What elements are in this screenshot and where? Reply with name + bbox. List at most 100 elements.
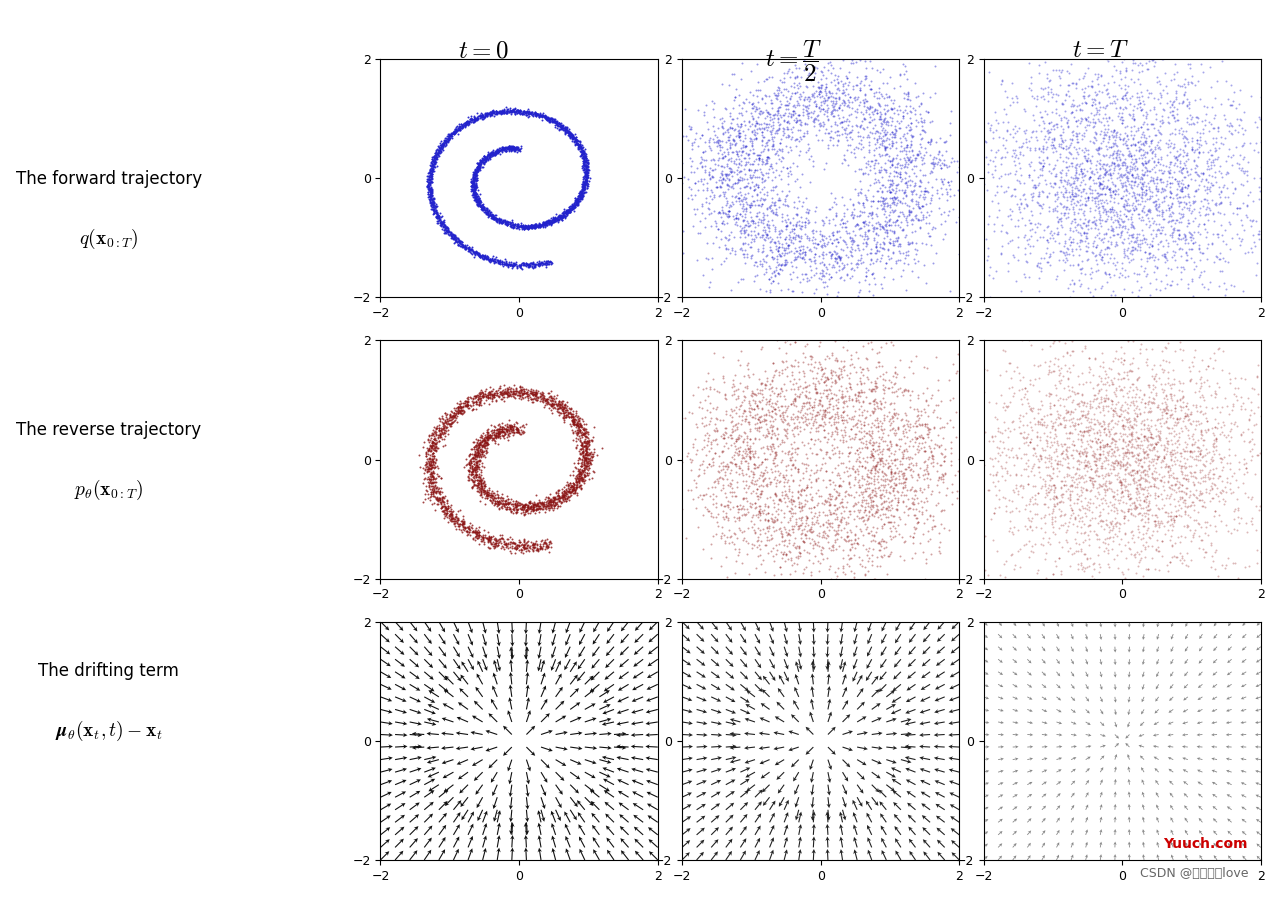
Point [996, 123, 1016, 137]
Point [518, 499, 539, 513]
Point [1219, 167, 1239, 181]
Point [873, 441, 893, 456]
Point [1249, 500, 1270, 514]
Point [538, 214, 558, 228]
Point [1050, 333, 1070, 348]
Point [576, 168, 596, 183]
Point [1129, 175, 1149, 189]
Point [531, 109, 552, 124]
Point [1096, 439, 1116, 453]
Point [1219, 255, 1239, 269]
Point [1183, 359, 1203, 374]
Point [910, 460, 931, 475]
Point [504, 387, 525, 401]
Point [1106, 408, 1126, 422]
Point [573, 149, 594, 164]
Point [535, 398, 556, 412]
Point [879, 236, 900, 250]
Point [1016, 197, 1037, 211]
Point [878, 235, 899, 249]
Point [865, 444, 886, 459]
Point [769, 240, 790, 255]
Point [735, 236, 755, 250]
Point [575, 177, 595, 191]
Point [745, 216, 765, 230]
Point [539, 215, 559, 229]
Point [741, 136, 762, 150]
Point [499, 423, 520, 438]
Point [1123, 450, 1143, 464]
Point [745, 268, 765, 283]
Point [808, 133, 828, 147]
Point [1024, 618, 1044, 632]
Point [544, 397, 564, 411]
Point [788, 511, 809, 525]
Point [695, 144, 716, 158]
Point [421, 156, 442, 170]
Point [850, 253, 870, 268]
Point [1044, 480, 1065, 494]
Point [847, 259, 868, 274]
Point [1183, 194, 1203, 208]
Point [461, 390, 481, 405]
Point [869, 457, 890, 471]
Point [772, 144, 792, 158]
Point [782, 492, 803, 507]
Point [1174, 519, 1194, 533]
Point [1162, 176, 1183, 190]
Point [707, 135, 727, 149]
Point [468, 480, 489, 494]
Point [1112, 427, 1133, 441]
Point [489, 213, 509, 228]
Point [429, 149, 449, 164]
Point [812, 213, 832, 228]
Point [1151, 76, 1171, 91]
Point [840, 377, 860, 391]
Point [1089, 247, 1110, 261]
Point [1070, 261, 1091, 276]
Point [844, 359, 864, 374]
Point [1046, 141, 1066, 156]
Point [513, 534, 534, 549]
Point [563, 485, 584, 500]
Point [1132, 64, 1152, 78]
Point [1139, 488, 1160, 502]
Point [507, 217, 527, 232]
Point [422, 465, 443, 480]
Point [451, 236, 471, 250]
Point [579, 166, 599, 180]
Point [1061, 106, 1082, 120]
Point [1139, 246, 1160, 260]
Point [1010, 205, 1030, 219]
Point [1152, 212, 1172, 227]
Point [1114, 515, 1134, 530]
Point [911, 114, 932, 128]
Point [547, 116, 567, 130]
Point [1134, 137, 1155, 152]
Point [777, 499, 797, 513]
Point [852, 215, 873, 229]
Point [1240, 453, 1261, 468]
Point [741, 197, 762, 212]
Point [1152, 102, 1172, 116]
Point [756, 227, 777, 241]
Point [471, 485, 492, 500]
Point [914, 495, 934, 510]
Point [1212, 325, 1233, 339]
Point [1096, 214, 1116, 228]
Point [572, 463, 593, 478]
Point [484, 436, 504, 450]
Point [466, 162, 486, 177]
Point [727, 145, 748, 159]
Point [719, 485, 740, 500]
Point [1076, 154, 1097, 168]
Point [572, 421, 593, 436]
Point [1134, 134, 1155, 148]
Point [727, 211, 748, 226]
Point [1124, 203, 1144, 217]
Point [758, 572, 778, 587]
Point [1096, 158, 1116, 173]
Point [557, 125, 577, 139]
Point [905, 482, 925, 497]
Point [1042, 520, 1062, 534]
